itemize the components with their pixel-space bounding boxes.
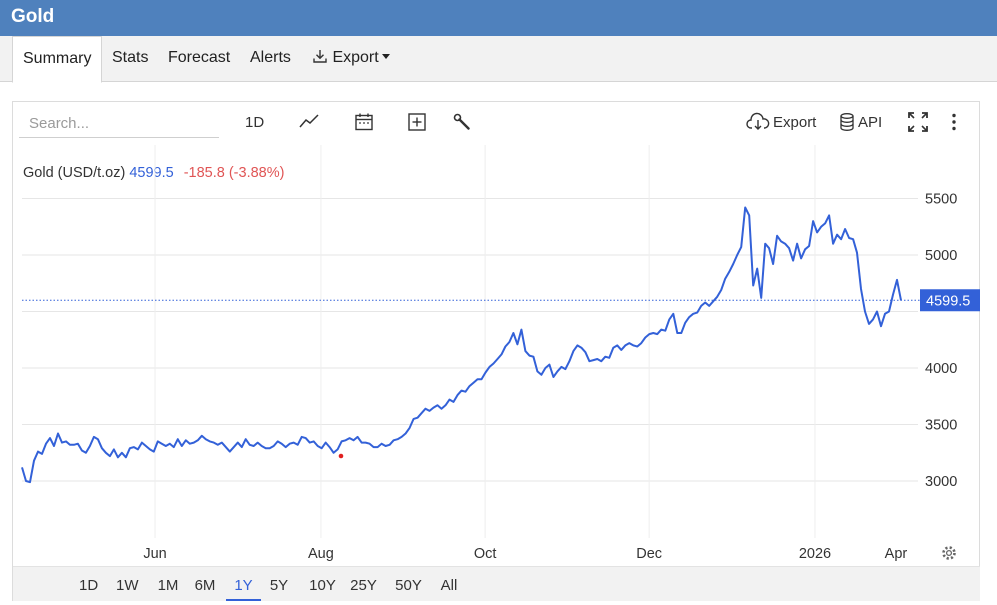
chevron-down-icon (381, 54, 390, 60)
gear-icon (942, 546, 956, 560)
chart-legend: Gold (USD/t.oz) 4599.5 -185.8 (-3.88%) (23, 165, 284, 181)
x-tick-label: 2026 (799, 546, 831, 562)
cloud-download-icon (746, 112, 770, 130)
calendar-icon (355, 113, 373, 131)
plus-square-icon (408, 113, 426, 131)
api-label: API (858, 113, 883, 131)
range-button-1y[interactable]: 1Y (226, 567, 261, 601)
range-button-1w[interactable]: 1W (116, 577, 139, 594)
tab-forecast[interactable]: Forecast (168, 49, 231, 66)
download-icon (313, 50, 327, 63)
tab-export-label: Export (332, 49, 379, 66)
y-tick-label: 3000 (925, 474, 957, 490)
wrench-icon (453, 113, 470, 130)
tab-export[interactable]: Export (302, 36, 400, 82)
tab-bar: Summary Stats Forecast Alerts Export (0, 36, 997, 83)
y-tick-label: 3500 (925, 418, 957, 434)
settings-tool-button[interactable] (452, 109, 472, 135)
export-button[interactable]: Export (746, 109, 816, 135)
chart-type-button[interactable] (298, 109, 320, 135)
tab-summary[interactable]: Summary (12, 36, 103, 83)
gear-icon-center (945, 549, 953, 557)
range-button-1m[interactable]: 1M (157, 577, 179, 594)
series-line (21, 206, 902, 484)
interval-button[interactable]: 1D (245, 113, 265, 131)
date-range-button[interactable] (354, 109, 374, 135)
x-tick-label: Jun (143, 546, 166, 562)
line-chart-icon (299, 114, 319, 128)
range-button-25y[interactable]: 25Y (350, 577, 377, 594)
x-tick-label: Apr (885, 546, 908, 562)
y-tick-label: 4000 (925, 361, 957, 377)
grid (22, 145, 918, 538)
range-button-5y[interactable]: 5Y (269, 577, 289, 594)
chart-settings-button[interactable] (942, 546, 956, 560)
more-vertical-icon (952, 113, 956, 131)
more-options-button[interactable] (947, 109, 961, 135)
tab-stats[interactable]: Stats (112, 49, 149, 66)
y-tick-label: 5000 (925, 248, 957, 264)
y-tick-label: 5500 (925, 192, 957, 208)
export-label: Export (773, 113, 817, 131)
database-icon (840, 113, 854, 131)
legend-symbol: Gold (USD/t.oz) (23, 165, 126, 181)
last-value-label: 4599.5 (926, 293, 970, 309)
tab-alerts[interactable]: Alerts (250, 49, 291, 66)
x-tick-label: Dec (636, 546, 662, 562)
range-button-50y[interactable]: 50Y (395, 577, 422, 594)
range-button-1d[interactable]: 1D (79, 577, 99, 594)
chart-panel (12, 101, 980, 601)
x-tick-label: Aug (308, 546, 334, 562)
last-value-badge (920, 289, 980, 312)
x-axis: Jun Aug Oct Dec 2026 Apr (143, 546, 907, 562)
app-title: Gold (0, 0, 997, 36)
compare-button[interactable] (407, 109, 427, 135)
event-marker (338, 453, 344, 459)
api-button[interactable]: API (839, 109, 882, 135)
x-tick-label: Oct (474, 546, 497, 562)
range-button-6m[interactable]: 6M (194, 577, 216, 594)
fullscreen-icon (908, 112, 928, 132)
legend-price: 4599.5 (129, 165, 174, 181)
legend-change: -185.8 (-3.88%) (183, 165, 285, 181)
chart-marks (21, 206, 920, 484)
range-button-all[interactable]: All (440, 577, 458, 594)
fullscreen-button[interactable] (907, 109, 929, 135)
range-selector: 1D 1W 1M 6M 1Y 5Y 10Y 25Y 50Y All (13, 566, 980, 601)
y-axis: 3000 3500 4000 5000 5500 4599.5 (920, 192, 980, 490)
range-button-10y[interactable]: 10Y (309, 577, 336, 594)
search-input[interactable] (19, 110, 219, 138)
